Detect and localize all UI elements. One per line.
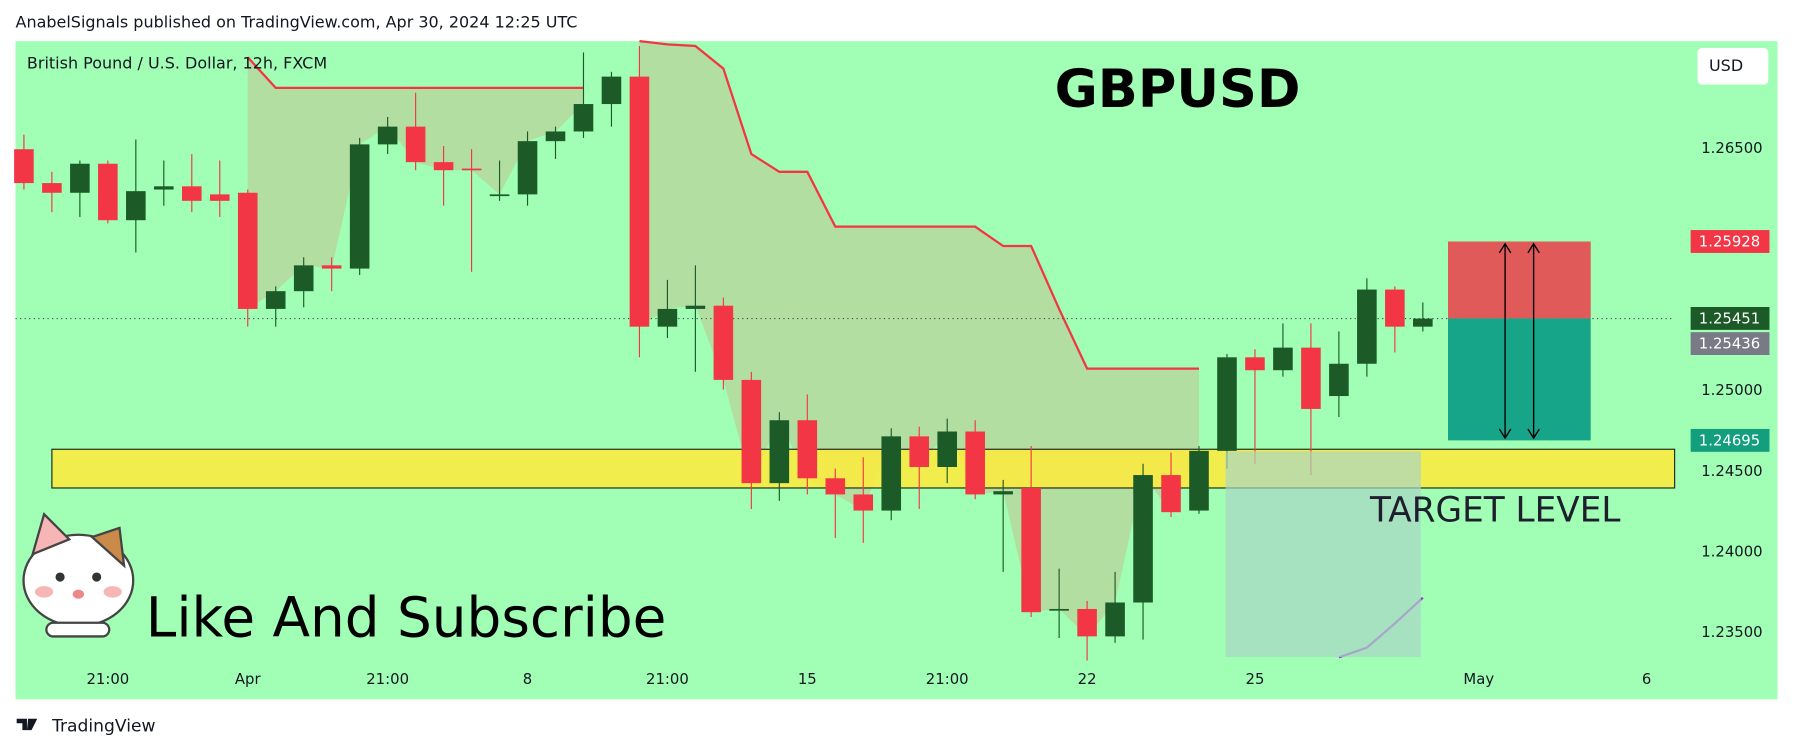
candle-body xyxy=(209,194,230,201)
y-tick-label: 1.24500 xyxy=(1701,462,1762,480)
candle-body xyxy=(1413,318,1433,327)
y-tick-label: 1.25000 xyxy=(1701,381,1762,399)
candle-body xyxy=(98,163,118,221)
price-tag xyxy=(1690,428,1770,452)
candle-body xyxy=(70,163,90,193)
candle-body xyxy=(1077,608,1097,637)
x-tick-label: 22 xyxy=(1078,670,1097,688)
candle-body xyxy=(909,436,930,468)
candle-body xyxy=(42,183,62,193)
chart-title: GBPUSD xyxy=(1055,59,1301,120)
y-tick-label: 1.24000 xyxy=(1701,543,1762,561)
x-tick-label: 8 xyxy=(523,670,532,688)
x-tick-label: 15 xyxy=(798,670,817,688)
indicator-line xyxy=(246,39,1200,370)
indicator-shade xyxy=(1225,451,1421,658)
x-tick-label: 21:00 xyxy=(646,670,689,688)
x-tick-label: 6 xyxy=(1642,670,1651,688)
candle-body xyxy=(1161,475,1181,513)
candle-body xyxy=(769,420,790,484)
x-tick-label: 21:00 xyxy=(366,670,409,688)
candle-body xyxy=(881,436,902,511)
target-box xyxy=(1448,318,1591,441)
candle-body xyxy=(1133,475,1153,603)
price-tag xyxy=(1690,332,1770,355)
candle-body xyxy=(154,186,174,190)
currency-box[interactable] xyxy=(1697,47,1769,85)
candle-body xyxy=(797,420,818,479)
price-tag-label: 1.24695 xyxy=(1699,432,1760,450)
plot xyxy=(14,39,1676,661)
candle-body xyxy=(461,168,482,171)
candle-body xyxy=(629,76,650,327)
trend-shade xyxy=(247,57,584,309)
candle-body xyxy=(126,191,146,221)
x-tick-label: May xyxy=(1463,670,1494,688)
candle-body xyxy=(489,194,510,197)
footer: TradingView xyxy=(51,717,155,737)
candle-body xyxy=(1245,357,1265,371)
candle-body xyxy=(1385,289,1405,327)
candle-body xyxy=(1105,602,1125,637)
candle-body xyxy=(321,265,342,269)
cat-sticker xyxy=(22,512,135,638)
currency[interactable]: USD xyxy=(1709,56,1743,75)
candle-body xyxy=(1329,363,1349,397)
candle-body xyxy=(517,141,538,195)
candle-body xyxy=(965,431,985,495)
stop-box xyxy=(1448,241,1591,319)
candle-body xyxy=(937,431,957,468)
candle-body xyxy=(1217,357,1237,451)
candle-body xyxy=(293,265,314,292)
candle-body xyxy=(573,104,594,132)
y-tick-label: 1.23500 xyxy=(1701,623,1762,641)
price-tag-label: 1.25928 xyxy=(1699,233,1760,251)
candle-body xyxy=(545,131,566,142)
candle-body xyxy=(14,149,34,184)
price-tag-label: 1.25451 xyxy=(1699,310,1760,328)
candle-body xyxy=(1273,347,1293,371)
candle-body xyxy=(741,379,762,484)
candle-body xyxy=(1021,487,1041,613)
candle-body xyxy=(713,305,734,380)
arrow xyxy=(1498,242,1512,440)
candle-body xyxy=(685,305,706,309)
footer-logo xyxy=(16,718,38,731)
x-tick-label: 21:00 xyxy=(86,670,129,688)
candle-body xyxy=(1049,608,1069,611)
price-tag xyxy=(1690,307,1770,330)
candle-body xyxy=(1357,289,1377,364)
annotation: TARGET LEVEL xyxy=(1369,490,1620,530)
annotation: Like And Subscribe xyxy=(146,586,667,650)
header: AnabelSignals published on TradingView.c… xyxy=(16,12,578,31)
x-tick-label: 21:00 xyxy=(926,670,969,688)
candle-body xyxy=(853,494,874,511)
overlay: 1.23500 1.24000 1.24500 1.25000 1.26500 21:00… xyxy=(86,139,1770,688)
candle-body xyxy=(405,126,426,163)
candle-body xyxy=(657,308,678,327)
candle-body xyxy=(377,126,398,145)
candle-body xyxy=(433,162,454,171)
x-tick-label: Apr xyxy=(235,670,262,688)
price-tag-label: 1.25436 xyxy=(1699,335,1760,353)
candle-body xyxy=(825,478,846,495)
candle-body xyxy=(265,291,286,309)
y-tick-label: 1.26500 xyxy=(1701,139,1762,157)
candle-body xyxy=(1189,450,1209,511)
arrow xyxy=(1527,242,1540,440)
candle-body xyxy=(993,491,1013,495)
candle-body xyxy=(601,76,622,105)
candle-body xyxy=(237,192,258,309)
candle-body xyxy=(349,144,370,269)
symbol: British Pound / U.S. Dollar, 12h, FXCM xyxy=(27,53,327,72)
candle-body xyxy=(181,186,202,201)
price-tag xyxy=(1690,230,1770,253)
x-tick-label: 25 xyxy=(1246,670,1265,688)
candle-body xyxy=(1301,347,1321,409)
